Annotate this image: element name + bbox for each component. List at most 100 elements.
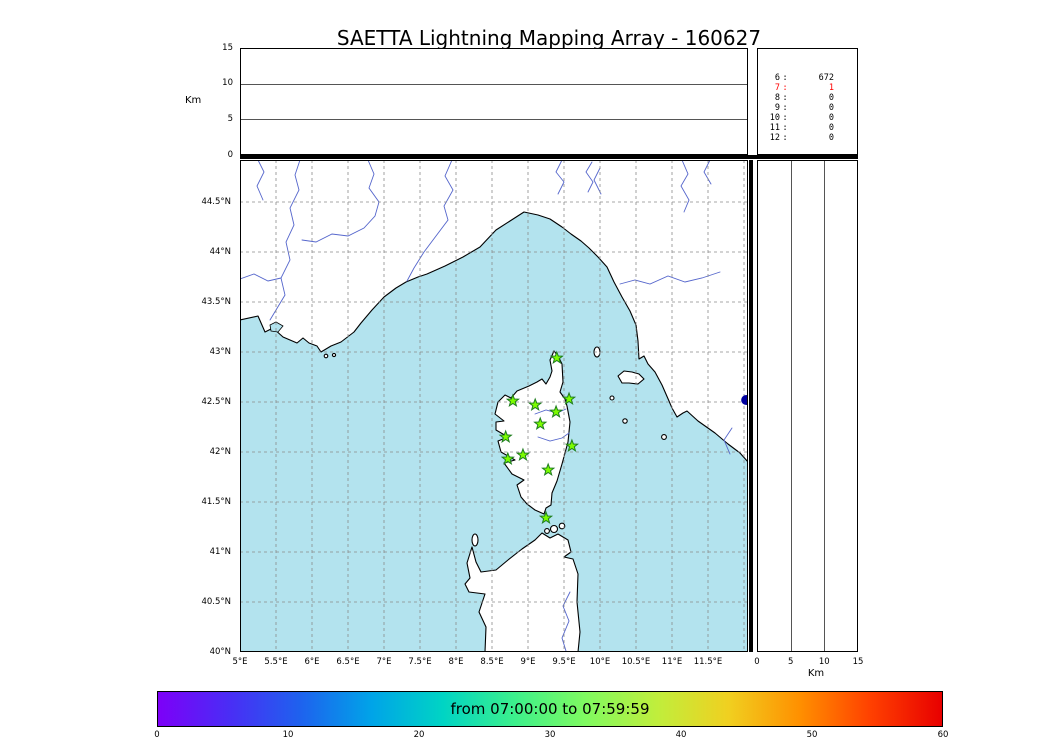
berre-lagoon [269, 321, 284, 333]
lon-tick-label: 6.5°E [336, 657, 360, 667]
lat-tick-label: 41.5°N [201, 496, 231, 507]
lon-tick-label: 6°E [304, 657, 320, 667]
separator: : [782, 123, 788, 133]
alt-tick-label: 0 [227, 149, 233, 160]
lma-station-marker [505, 393, 520, 408]
river [406, 159, 454, 282]
gridline-10km [824, 161, 825, 651]
station-count-row: 9 : 0 [758, 103, 857, 113]
colorbar-tick-label: 40 [675, 730, 687, 740]
river [239, 273, 282, 282]
station-number: 8 [774, 93, 780, 103]
altitude-latitude-panel [757, 160, 858, 652]
lat-tick-label: 42°N [209, 446, 231, 457]
colorbar-tick-label: 50 [806, 730, 818, 740]
lma-station-marker [564, 438, 580, 453]
lat-tick-label: 40.5°N [201, 596, 231, 607]
time-colorbar: from 07:00:00 to 07:59:59 [157, 691, 943, 727]
river [723, 427, 733, 455]
separator: : [782, 83, 788, 93]
right-alt-tick-label: 10 [818, 657, 830, 667]
river [593, 167, 602, 195]
river [619, 271, 721, 285]
lon-tick-label: 11°E [661, 657, 683, 667]
station-count-row: 11 : 0 [758, 123, 857, 133]
lat-tick-label: 41°N [209, 546, 231, 557]
source-count: 0 [828, 113, 834, 123]
station-count-row: 7 : 1 [758, 83, 857, 93]
lon-tick-label: 10.5°E [621, 657, 651, 667]
station-number: 11 [769, 123, 780, 133]
river [585, 161, 594, 193]
maddalena-island [549, 524, 559, 534]
lon-tick-label: 5°E [232, 657, 248, 667]
colorbar-tick-label: 0 [154, 730, 160, 740]
station-count-row: 12 : 0 [758, 133, 857, 143]
map-frame [240, 160, 748, 652]
hyeres-island [331, 352, 337, 358]
corsica-map [239, 159, 752, 653]
station-number: 7 [774, 83, 780, 93]
altitude-longitude-panel [240, 48, 748, 155]
lat-tick-label: 43°N [209, 346, 231, 357]
lma-station-marker [548, 404, 564, 419]
map-panel [239, 159, 752, 653]
gridline-5km [241, 119, 747, 120]
river [555, 159, 565, 195]
elba-island [617, 370, 645, 385]
maddalena-island [544, 528, 550, 534]
lon-tick-label: 5.5°E [264, 657, 288, 667]
lon-tick-label: 11.5°E [693, 657, 723, 667]
river [256, 159, 265, 201]
mainland-france-italy-coast [239, 159, 749, 463]
station-count-row: 8 : 0 [758, 93, 857, 103]
separator: : [782, 73, 788, 83]
maddalena-island [558, 522, 566, 530]
vertical-divider [749, 160, 753, 652]
river [537, 432, 570, 442]
lma-station-marker [541, 462, 556, 477]
map-graticule [240, 160, 748, 652]
lat-tick-label: 42.5°N [201, 396, 231, 407]
giglio-island [661, 434, 667, 440]
river [269, 159, 301, 321]
hyeres-island [323, 353, 329, 359]
separator: : [782, 113, 788, 123]
right-altitude-axis-label: Km [807, 668, 825, 679]
lma-station-marker [498, 429, 513, 444]
colorbar-gradient: from 07:00:00 to 07:59:59 [158, 692, 942, 726]
separator: : [782, 103, 788, 113]
station-number: 6 [774, 73, 780, 83]
page-title: SAETTA Lightning Mapping Array - 160627 [336, 26, 762, 50]
altitude-axis-label: Km [185, 95, 202, 106]
gridline-5km [791, 161, 792, 651]
lon-tick-label: 8°E [448, 657, 464, 667]
river [301, 159, 380, 243]
lat-tick-label: 40°N [209, 646, 231, 657]
lma-station-marker [515, 447, 531, 462]
colorbar-tick-label: 10 [282, 730, 294, 740]
lma-station-marker [538, 510, 554, 525]
lat-tick-label: 44°N [209, 246, 231, 257]
alt-tick-label: 15 [222, 42, 233, 53]
lon-tick-label: 9.5°E [552, 657, 576, 667]
right-alt-tick-label: 0 [754, 657, 760, 667]
source-count: 0 [828, 93, 834, 103]
source-count: 0 [828, 123, 834, 133]
station-count-panel: 6 : 672 7 : 1 8 : 0 9 : 0 10 : 0 11 : 0 [757, 48, 858, 155]
montecristo-island [622, 418, 628, 424]
colorbar-tick-label: 30 [544, 730, 556, 740]
colorbar-tick-label: 60 [937, 730, 949, 740]
right-alt-tick-label: 15 [852, 657, 864, 667]
right-alt-tick-label: 5 [787, 657, 794, 667]
colorbar-tick-label: 20 [413, 730, 425, 740]
lma-station-marker [528, 397, 543, 412]
lma-station-marker [561, 391, 577, 406]
lon-tick-label: 10°E [589, 657, 611, 667]
lma-station-marker [533, 416, 548, 431]
alt-tick-label: 10 [222, 78, 233, 88]
source-count: 0 [828, 133, 834, 143]
source-count: 672 [818, 73, 834, 83]
station-count-row: 6 : 672 [758, 73, 857, 83]
